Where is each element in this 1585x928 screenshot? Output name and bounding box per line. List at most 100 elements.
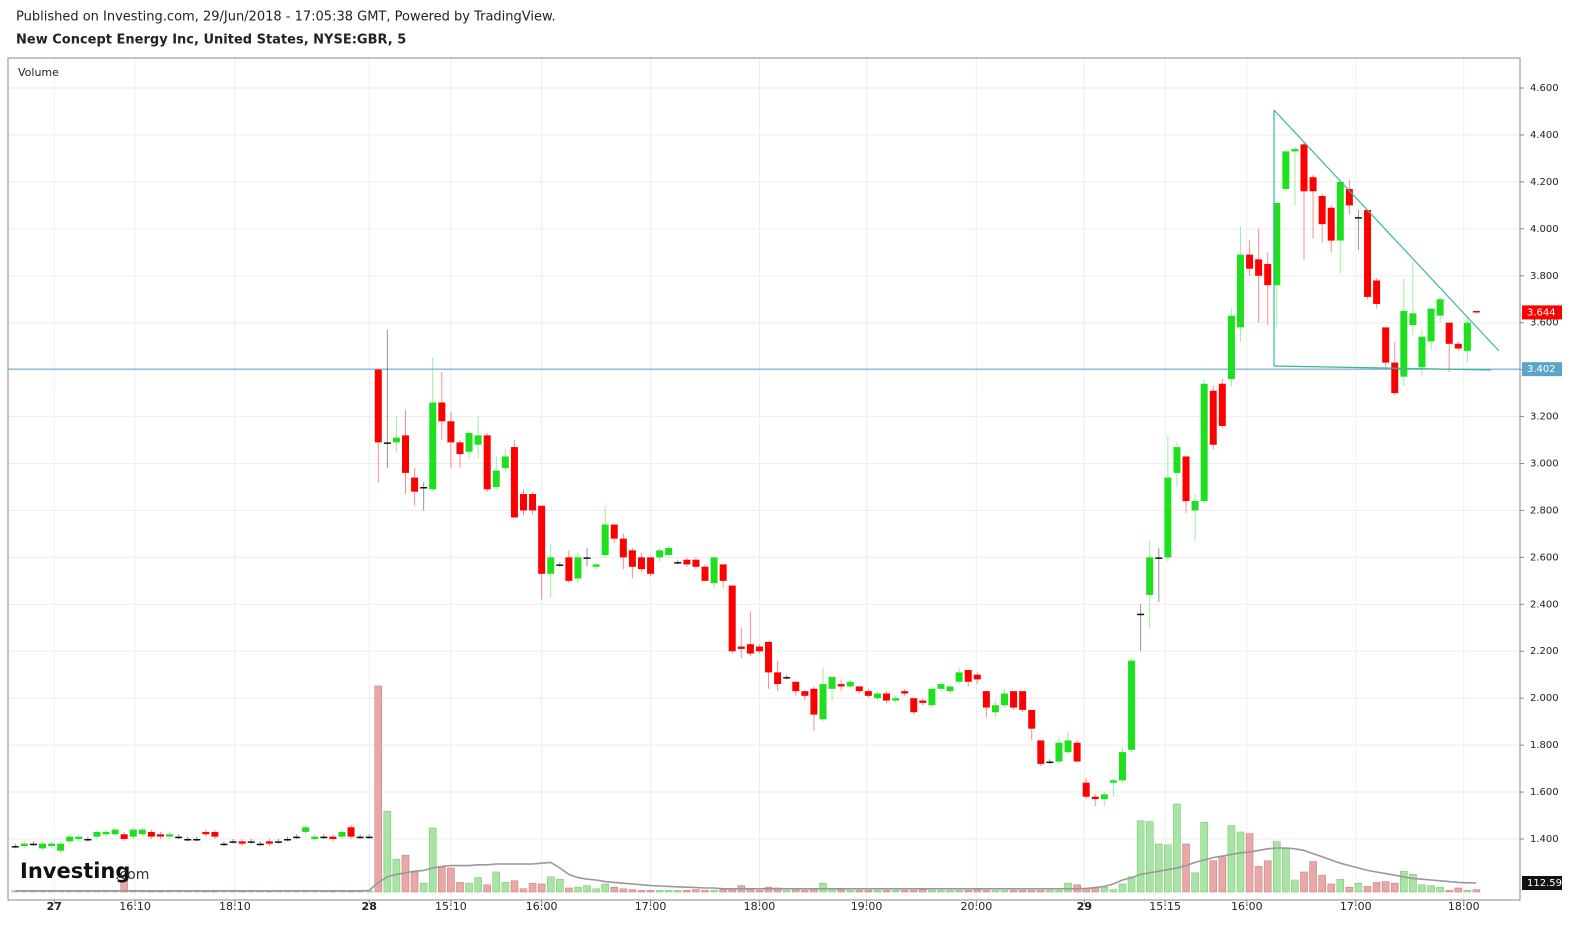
candle-body [1445,322,1453,344]
candle-body [1336,181,1344,241]
candle-body [792,681,800,692]
candle-body [1463,322,1471,351]
volume-bar [1145,821,1154,893]
candle-body [1010,691,1018,708]
candle-body [510,447,518,518]
volume-bar [819,882,827,893]
volume-bar [1454,887,1463,893]
candle-body [665,547,673,556]
candle-body [1037,740,1045,764]
volume-bar [1345,886,1354,893]
candle-body [175,836,183,839]
candle-body [765,641,773,673]
candle-body [383,442,391,444]
volume-bar [1254,866,1263,893]
candle-body [892,698,900,701]
y-tick-label: 4.600 [1530,83,1559,94]
candle-body [538,505,546,574]
candle-body [184,838,192,841]
candle-body [737,646,745,649]
candle-body [1073,742,1081,762]
volume-bar [1318,874,1326,893]
candle-body [429,402,437,490]
candle-body [1019,691,1027,710]
candle-body [1264,264,1272,286]
candle-body [1282,151,1290,189]
volume-ma-line [15,847,1477,892]
candle-body [783,677,791,679]
candle-body [873,693,881,699]
candle-body [755,646,763,652]
candle-body [48,843,56,847]
volume-bar [891,890,900,893]
candle-body [102,831,110,835]
x-tick-label: 29 [1077,900,1092,913]
volume-pane [11,685,1481,893]
candle-body [1109,780,1117,783]
candle-body [474,435,482,445]
candle-body [991,705,999,713]
volume-bar [1245,833,1254,893]
candle-body [456,442,464,455]
candle-body [810,688,818,715]
candle-body [1091,796,1099,800]
candle-body [1309,177,1317,192]
candle-body [710,557,718,584]
candle-body [238,841,246,844]
candle-body [701,566,709,581]
candle-body [1055,742,1063,762]
candle-body [1182,456,1190,502]
volume-bar [1436,886,1444,893]
candle-body [320,836,328,839]
candle-body [719,564,727,581]
x-tick-label: 19:00 [851,900,883,913]
candle-body [937,684,945,689]
candle-body [628,550,636,567]
candle-body [619,538,627,558]
volume-bar [438,866,446,893]
candle-body [374,369,382,443]
volume-bar [465,882,473,893]
volume-bar [419,882,428,893]
candle-body [647,557,655,574]
volume-bar [565,887,573,893]
candle-body [229,841,237,843]
volume-bar [1027,890,1036,893]
plot-frame [7,57,1521,901]
y-tick-label: 2.600 [1530,552,1559,563]
candle-body [1354,217,1362,219]
candle-body [120,834,128,839]
x-tick-label: 17:00 [1340,900,1372,913]
candle-body [864,691,872,696]
candle-body [674,562,682,564]
y-tick-label: 2.800 [1530,505,1559,516]
volume-bar [1418,884,1426,893]
published-line: Published on Investing.com, 29/Jun/2018 … [16,10,556,25]
volume-bar [1200,822,1208,893]
volume-bar [592,888,600,893]
volume-bar [1218,856,1227,893]
volume-bar [973,889,982,893]
candle-body [565,557,573,581]
candle-body [846,681,854,687]
y-tick-label: 3.000 [1530,459,1559,470]
candle-body [973,674,981,680]
volume-bar [919,889,927,893]
volume-bar [664,890,673,893]
volume-bar [873,890,882,893]
volume-bar [1400,870,1408,893]
candle-body [1028,709,1036,729]
volume-bar [1173,803,1181,893]
candle-body [1436,299,1444,316]
horizontal-line-label: 3.402 [1527,364,1556,375]
volume-bar [1463,890,1472,893]
y-tick-label: 1.800 [1530,740,1559,751]
candle-body [1472,310,1480,313]
candle-body [1046,761,1054,764]
volume-bar [1291,879,1299,893]
volume-bar [864,890,873,893]
volume-bar [1309,861,1317,893]
volume-bar [1100,886,1109,893]
volume-bar [692,889,700,893]
candle-body [84,838,92,841]
